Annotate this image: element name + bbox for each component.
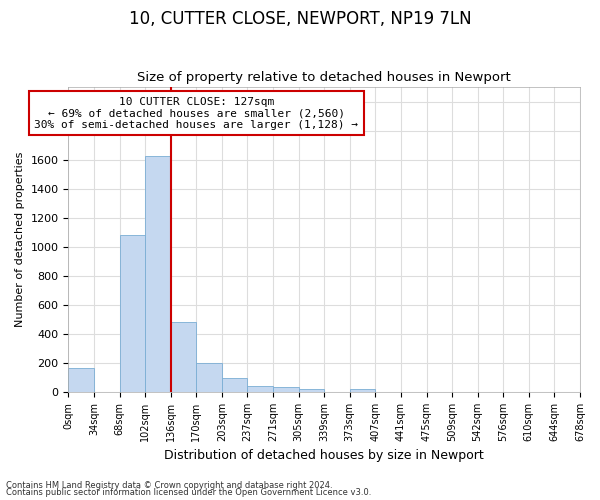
- Title: Size of property relative to detached houses in Newport: Size of property relative to detached ho…: [137, 70, 511, 84]
- Bar: [273, 387, 299, 392]
- Bar: [222, 378, 247, 392]
- Text: 10 CUTTER CLOSE: 127sqm
← 69% of detached houses are smaller (2,560)
30% of semi: 10 CUTTER CLOSE: 127sqm ← 69% of detache…: [34, 96, 358, 130]
- Bar: [171, 322, 196, 392]
- Bar: [247, 386, 273, 392]
- Bar: [68, 368, 94, 392]
- Bar: [145, 156, 171, 392]
- Y-axis label: Number of detached properties: Number of detached properties: [15, 152, 25, 328]
- X-axis label: Distribution of detached houses by size in Newport: Distribution of detached houses by size …: [164, 450, 484, 462]
- Bar: [196, 363, 222, 392]
- Bar: [350, 389, 376, 392]
- Text: Contains HM Land Registry data © Crown copyright and database right 2024.: Contains HM Land Registry data © Crown c…: [6, 480, 332, 490]
- Text: Contains public sector information licensed under the Open Government Licence v3: Contains public sector information licen…: [6, 488, 371, 497]
- Bar: [299, 389, 324, 392]
- Text: 10, CUTTER CLOSE, NEWPORT, NP19 7LN: 10, CUTTER CLOSE, NEWPORT, NP19 7LN: [128, 10, 472, 28]
- Bar: [119, 234, 145, 392]
